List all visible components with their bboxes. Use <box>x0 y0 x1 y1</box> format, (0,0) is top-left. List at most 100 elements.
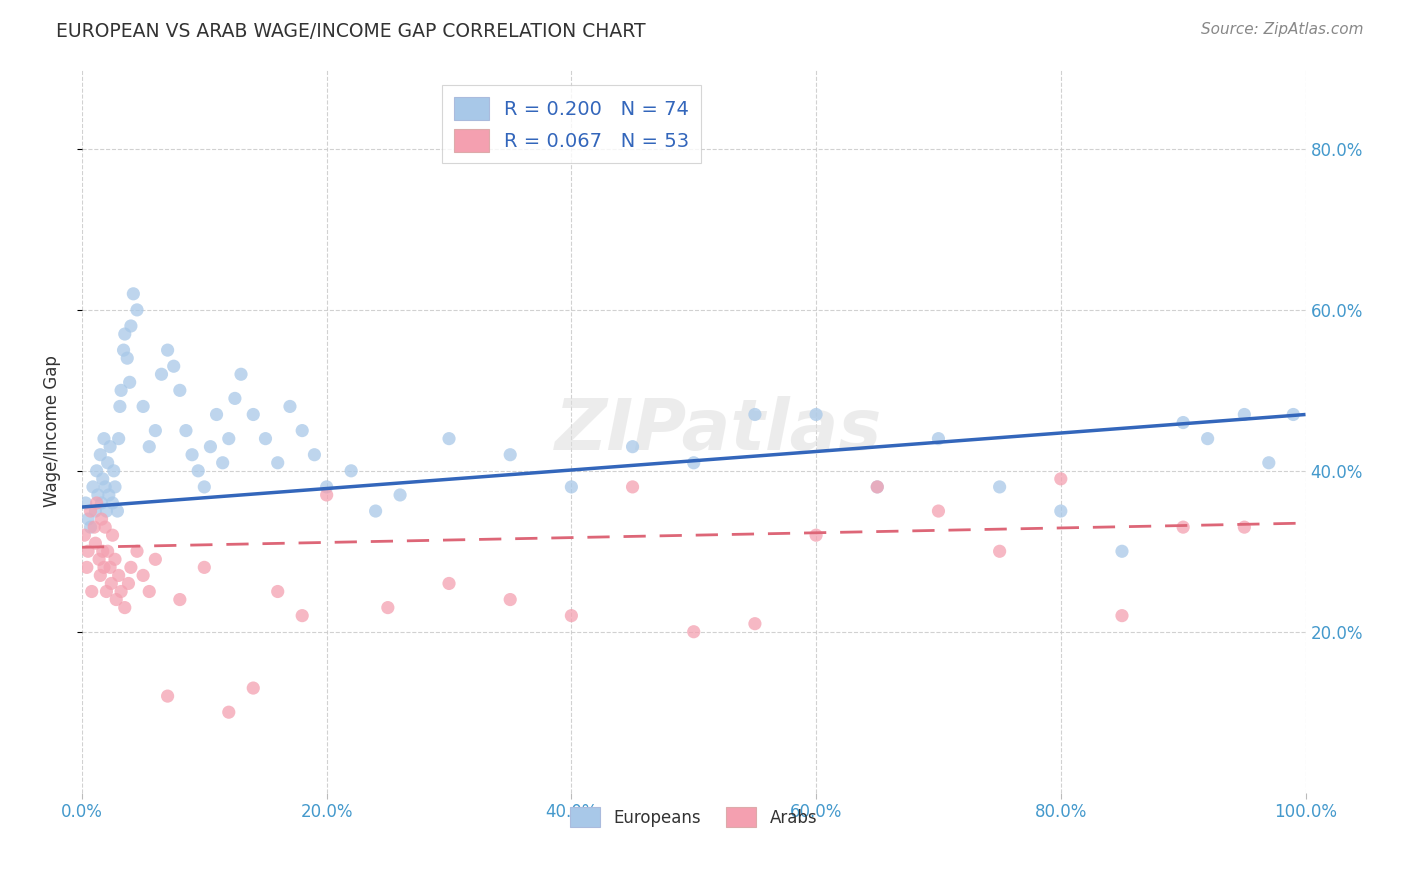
Point <box>87 552 110 566</box>
Point <box>193 480 215 494</box>
Point <box>91 544 114 558</box>
Point <box>84 536 107 550</box>
Point <box>77 512 100 526</box>
Point <box>218 432 240 446</box>
Point <box>804 528 827 542</box>
Point <box>437 576 460 591</box>
Point <box>96 584 118 599</box>
Text: Source: ZipAtlas.com: Source: ZipAtlas.com <box>1201 22 1364 37</box>
Point <box>90 512 112 526</box>
Point <box>1257 456 1279 470</box>
Point <box>315 488 337 502</box>
Point <box>100 576 122 591</box>
Point <box>86 496 108 510</box>
Point <box>315 480 337 494</box>
Point <box>866 480 889 494</box>
Point <box>114 326 136 341</box>
Point <box>138 440 160 454</box>
Point <box>98 560 121 574</box>
Point <box>94 520 117 534</box>
Point <box>1197 432 1219 446</box>
Point <box>94 480 117 494</box>
Point <box>682 456 704 470</box>
Point <box>267 456 290 470</box>
Point <box>108 400 131 414</box>
Legend: Europeans, Arabs: Europeans, Arabs <box>562 799 825 835</box>
Point <box>229 368 252 382</box>
Point <box>437 432 460 446</box>
Point <box>104 552 127 566</box>
Point <box>682 624 704 639</box>
Point <box>163 359 186 374</box>
Point <box>988 544 1011 558</box>
Point <box>621 440 644 454</box>
Point <box>110 584 132 599</box>
Point <box>89 568 111 582</box>
Point <box>107 504 129 518</box>
Point <box>193 560 215 574</box>
Point <box>90 496 112 510</box>
Point <box>91 472 114 486</box>
Point <box>744 616 766 631</box>
Point <box>145 424 167 438</box>
Point <box>120 318 142 333</box>
Point <box>107 432 129 446</box>
Point <box>117 576 139 591</box>
Point <box>1173 416 1195 430</box>
Point <box>304 448 326 462</box>
Point <box>560 608 582 623</box>
Point <box>77 544 100 558</box>
Y-axis label: Wage/Income Gap: Wage/Income Gap <box>44 355 60 507</box>
Point <box>112 343 135 358</box>
Point <box>145 552 167 566</box>
Point <box>1233 408 1256 422</box>
Text: EUROPEAN VS ARAB WAGE/INCOME GAP CORRELATION CHART: EUROPEAN VS ARAB WAGE/INCOME GAP CORRELA… <box>56 22 645 41</box>
Point <box>150 368 173 382</box>
Point <box>84 504 107 518</box>
Point <box>1049 504 1071 518</box>
Point <box>82 480 104 494</box>
Point <box>87 488 110 502</box>
Point <box>97 488 120 502</box>
Point <box>1111 608 1133 623</box>
Point <box>1233 520 1256 534</box>
Point <box>80 584 103 599</box>
Point <box>120 560 142 574</box>
Point <box>364 504 387 518</box>
Point <box>169 384 191 398</box>
Point <box>187 464 209 478</box>
Point <box>278 400 301 414</box>
Point <box>242 681 264 695</box>
Point <box>242 408 264 422</box>
Point <box>101 496 124 510</box>
Point <box>89 448 111 462</box>
Point <box>114 600 136 615</box>
Point <box>138 584 160 599</box>
Point <box>110 384 132 398</box>
Point <box>103 464 125 478</box>
Point <box>79 520 101 534</box>
Point <box>1173 520 1195 534</box>
Point <box>205 408 228 422</box>
Point <box>156 689 179 703</box>
Point <box>804 408 827 422</box>
Point <box>93 560 115 574</box>
Text: ZIPatlas: ZIPatlas <box>554 396 882 465</box>
Point <box>224 392 246 406</box>
Point <box>499 592 522 607</box>
Point <box>115 351 138 366</box>
Point <box>988 480 1011 494</box>
Point <box>118 376 141 390</box>
Point <box>866 480 889 494</box>
Point <box>377 600 399 615</box>
Point <box>340 464 363 478</box>
Point <box>181 448 204 462</box>
Point <box>75 496 97 510</box>
Point <box>621 480 644 494</box>
Point <box>104 480 127 494</box>
Point <box>499 448 522 462</box>
Point <box>156 343 179 358</box>
Point <box>83 520 105 534</box>
Point <box>291 424 314 438</box>
Point <box>125 302 148 317</box>
